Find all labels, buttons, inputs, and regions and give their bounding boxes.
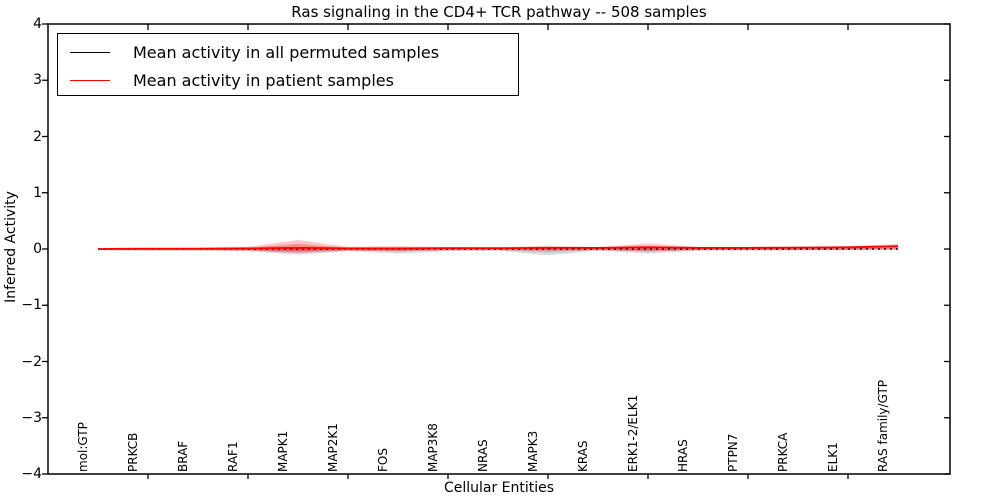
x-category-label: ELK1 <box>826 442 840 472</box>
y-tick-label: 3 <box>33 72 42 89</box>
y-tick-label: −1 <box>21 297 42 314</box>
patient-samples-spread-band <box>98 240 898 253</box>
x-category-label: BRAF <box>176 440 190 472</box>
x-category-label: RAS family/GTP <box>876 379 890 472</box>
y-tick-label: 1 <box>33 184 42 201</box>
x-category-label: PRKCB <box>126 432 140 472</box>
legend-item-permuted: Mean activity in all permuted samples <box>58 37 518 67</box>
legend-item-patient: Mean activity in patient samples <box>58 65 518 95</box>
y-tick-label: −3 <box>21 409 42 426</box>
x-category-label: ERK1-2/ELK1 <box>626 394 640 472</box>
x-category-label: RAF1 <box>226 441 240 472</box>
legend-box: Mean activity in all permuted samples Me… <box>57 33 519 96</box>
legend-line-permuted-samples <box>70 51 110 53</box>
x-category-label: mol:GTP <box>76 422 90 472</box>
y-tick-label: −2 <box>21 353 42 370</box>
x-category-label: NRAS <box>476 439 490 472</box>
legend-label: Mean activity in patient samples <box>133 70 394 90</box>
x-category-label: KRAS <box>576 440 590 472</box>
y-tick-label: 4 <box>33 16 42 32</box>
legend-label: Mean activity in all permuted samples <box>133 42 440 62</box>
x-category-label: HRAS <box>676 439 690 472</box>
x-category-label: MAPK1 <box>276 430 290 472</box>
x-category-label: MAP2K1 <box>326 423 340 472</box>
y-tick-label: 0 <box>33 241 42 257</box>
legend-line-patient-samples <box>70 79 110 81</box>
y-tick-label: 2 <box>33 128 42 145</box>
series-line <box>97 245 899 250</box>
x-category-label: MAP3K8 <box>426 423 440 472</box>
x-category-label: PRKCA <box>776 432 790 472</box>
chart-title: Ras signaling in the CD4+ TCR pathway --… <box>291 3 707 21</box>
x-axis-label: Cellular Entities <box>443 480 555 496</box>
x-category-label: PTPN7 <box>726 433 740 472</box>
x-category-label: FOS <box>376 448 390 472</box>
y-tick-label: −4 <box>21 466 42 482</box>
x-category-label: MAPK3 <box>526 430 540 472</box>
